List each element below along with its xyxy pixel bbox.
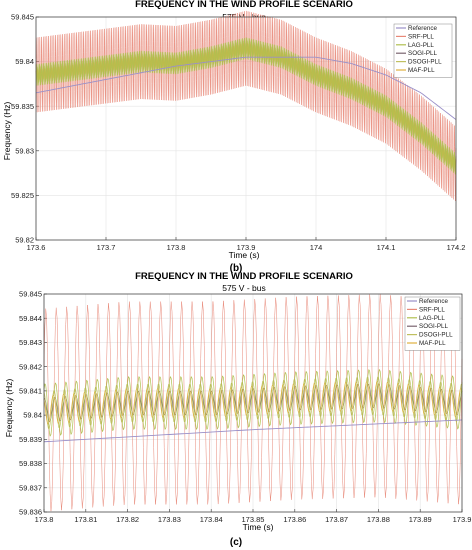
chart-c-title: FREQUENCY IN THE WIND PROFILE SCENARIO [135,271,353,282]
y-tick-label: 59.84 [15,57,34,66]
y-tick-label: 59.839 [19,435,42,444]
y-tick-label: 59.841 [19,386,42,395]
chart-b: FREQUENCY IN THE WIND PROFILE SCENARIO 5… [2,0,465,274]
chart-b-ylabel: Frequency (Hz) [2,102,12,161]
legend-entry: DSOGI-PLL [408,59,442,66]
x-tick-label: 174.1 [377,243,396,252]
y-tick-label: 59.845 [19,290,42,299]
series-line-reference [43,419,463,443]
x-tick-label: 173.87 [325,515,348,524]
x-tick-label: 173.85 [242,515,265,524]
y-tick-label: 59.836 [19,508,42,517]
legend-entry: MAF-PLL [408,67,435,74]
y-tick-label: 59.844 [19,314,42,323]
series-line-reference [35,56,457,120]
series-line-lag-pll [43,369,463,437]
x-tick-label: 173.9 [453,515,472,524]
x-tick-label: 173.8 [167,243,186,252]
y-tick-label: 59.82 [15,236,34,245]
x-tick-label: 173.82 [116,515,139,524]
series-line-srf-pll [43,294,463,512]
legend-entry: LAG-PLL [419,315,445,322]
legend-entry: SRF-PLL [419,306,445,313]
x-tick-label: 173.7 [97,243,116,252]
x-tick-label: 173.8 [35,515,54,524]
y-tick-label: 59.838 [19,459,42,468]
legend-entry: SOGI-PLL [408,50,438,57]
legend-entry: LAG-PLL [408,42,434,49]
chart-c-subtitle: 575 V - bus [222,283,265,293]
y-tick-label: 59.843 [19,338,42,347]
x-tick-label: 174.2 [447,243,466,252]
y-tick-label: 59.84 [23,411,42,420]
legend-entry: DSOGI-PLL [419,332,453,339]
series-line-srf-pll [35,10,457,202]
legend-entry: SOGI-PLL [419,323,449,330]
panel-label-b: (b) [230,263,243,274]
legend-entry: Reference [419,298,449,305]
y-tick-label: 59.83 [15,146,34,155]
y-tick-label: 59.837 [19,483,42,492]
series-line-lag-pll [35,37,457,175]
legend-entry: MAF-PLL [419,340,446,347]
x-tick-label: 173.88 [367,515,390,524]
chart-c-ylabel: Frequency (Hz) [4,379,14,438]
plot-frame [43,293,463,513]
series-line-maf-pll [43,381,463,425]
chart-b-title: FREQUENCY IN THE WIND PROFILE SCENARIO [135,0,353,10]
x-tick-label: 173.89 [409,515,432,524]
legend-entry: SRF-PLL [408,33,434,40]
panel-label-c: (c) [230,537,242,548]
legend-box [404,296,461,351]
y-tick-label: 59.842 [19,362,42,371]
chart-b-xlabel: Time (s) [229,250,260,260]
x-tick-label: 173.9 [237,243,256,252]
legend-box [393,23,453,78]
x-tick-label: 173.83 [158,515,181,524]
chart-c: FREQUENCY IN THE WIND PROFILE SCENARIO 5… [4,271,471,548]
y-tick-label: 59.835 [11,102,34,111]
plot-frame [35,16,457,241]
x-tick-label: 174 [310,243,323,252]
x-tick-label: 173.86 [283,515,306,524]
chart-c-xlabel: Time (s) [243,522,274,532]
x-tick-label: 173.6 [27,243,46,252]
legend-entry: Reference [408,25,438,32]
y-tick-label: 59.845 [11,13,34,22]
x-tick-label: 173.81 [74,515,97,524]
y-tick-label: 59.825 [11,191,34,200]
x-tick-label: 173.84 [200,515,223,524]
